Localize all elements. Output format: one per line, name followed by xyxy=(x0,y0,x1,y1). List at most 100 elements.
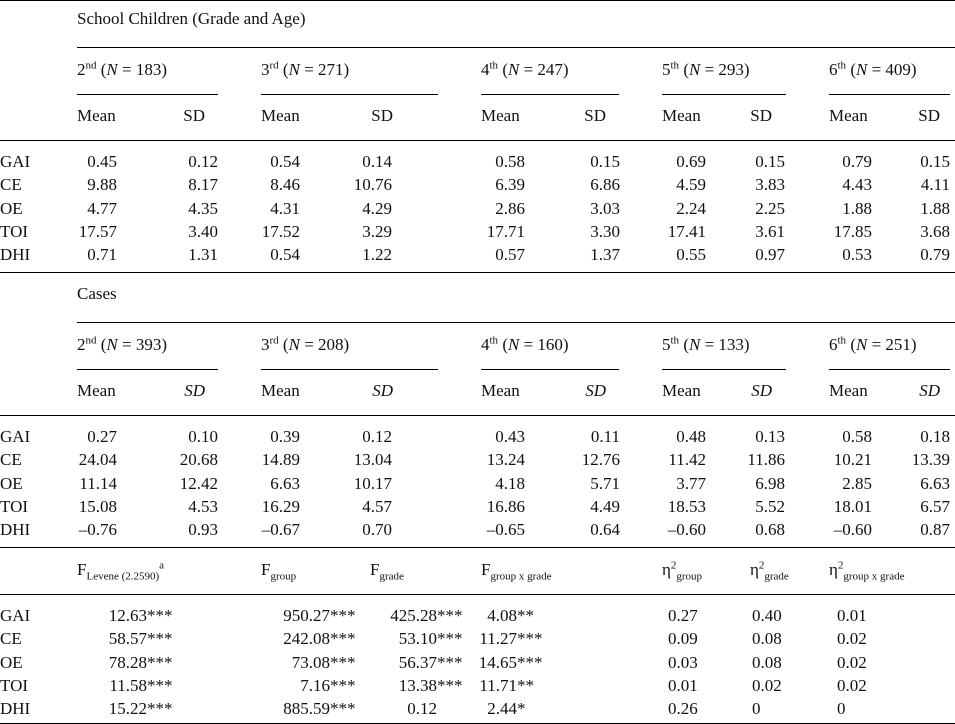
row-label: GAI xyxy=(0,606,31,625)
group-header: 3rd (N = 271) xyxy=(261,60,349,80)
text-part: N xyxy=(688,335,701,354)
text-part: ( xyxy=(846,335,856,354)
cell: 885.59 xyxy=(283,699,330,719)
group-header: 5th (N = 293) xyxy=(662,60,750,80)
cell: 2.85 xyxy=(842,473,872,493)
cell: 0.02 xyxy=(837,675,867,695)
stat-header: Mean xyxy=(829,106,868,126)
cell: 4.35 xyxy=(188,198,218,218)
test-header: η2grade xyxy=(750,559,789,583)
text-part: rd xyxy=(269,59,279,72)
text-part: ( xyxy=(498,60,508,79)
cell: 6.57 xyxy=(920,496,950,516)
cell: 10.17 xyxy=(353,473,392,493)
cell: 0.26 xyxy=(668,699,698,719)
text-part: N xyxy=(855,60,868,79)
cell: 0.15 xyxy=(590,152,620,171)
text-part: group x grade xyxy=(843,570,905,583)
cell: 3.77 xyxy=(676,473,706,493)
cell: 0.87 xyxy=(920,520,950,540)
text-part: = 160) xyxy=(519,335,569,354)
cell: 0.40 xyxy=(752,606,782,625)
stat-header: SD xyxy=(584,106,606,126)
text-part: 6 xyxy=(829,335,838,354)
text-part: Mean xyxy=(77,106,116,125)
cell: 20.68 xyxy=(179,450,218,470)
text-part: SD xyxy=(584,106,606,125)
cell: 17.52 xyxy=(261,221,300,241)
cell: 6.63 xyxy=(270,473,300,493)
cell: 18.01 xyxy=(833,496,872,516)
text-part: grade xyxy=(764,570,789,583)
significance: *** xyxy=(330,606,356,625)
row-label: OE xyxy=(0,473,23,493)
cell: 78.28 xyxy=(108,652,147,672)
cell: 0.01 xyxy=(668,675,698,695)
text-part: rd xyxy=(269,334,279,347)
text-part: N xyxy=(288,335,300,354)
row-label: CE xyxy=(0,629,22,649)
text-part: η xyxy=(662,560,671,579)
cell: –0.65 xyxy=(486,520,525,540)
text-part: ( xyxy=(679,335,689,354)
text-part: = 208) xyxy=(299,335,350,354)
cell: 3.40 xyxy=(188,221,218,241)
cell: 1.88 xyxy=(920,198,950,218)
text-part: ( xyxy=(278,60,289,79)
group-header: 5th (N = 133) xyxy=(662,335,750,355)
cell: 73.08 xyxy=(291,652,330,672)
cell: 6.98 xyxy=(755,473,785,493)
text-part: grade xyxy=(379,570,404,583)
row-label: DHI xyxy=(0,520,31,540)
cell: 18.53 xyxy=(667,496,706,516)
significance: *** xyxy=(517,629,543,649)
test-header: Fgroup x grade xyxy=(481,560,552,583)
group-header: 4th (N = 247) xyxy=(481,60,569,80)
text-part: Mean xyxy=(829,106,868,125)
cell: 12.42 xyxy=(179,473,218,493)
cell: –0.60 xyxy=(833,520,872,540)
text-part: Mean xyxy=(261,381,300,400)
rule xyxy=(0,547,955,548)
cell: 11.27 xyxy=(479,629,517,649)
significance: *** xyxy=(147,675,173,695)
rule xyxy=(0,415,955,416)
text-part: = 409) xyxy=(867,60,917,79)
cell: 3.83 xyxy=(755,175,785,195)
cell: 0.58 xyxy=(495,152,525,171)
text-part: N xyxy=(106,335,118,354)
test-header: Fgrade xyxy=(370,560,404,583)
rule xyxy=(77,94,218,95)
text-part: Mean xyxy=(261,106,300,125)
cell: 0.43 xyxy=(495,427,525,446)
cell: 0.12 xyxy=(407,699,437,719)
text-part: 2 xyxy=(837,559,844,572)
text-part: 2 xyxy=(758,559,765,572)
cell: 3.30 xyxy=(590,221,620,241)
cell: 0.70 xyxy=(362,520,392,540)
text-part: N xyxy=(507,335,520,354)
cell: 4.08 xyxy=(487,606,517,625)
cell: 0.27 xyxy=(87,427,117,446)
cell: 5.71 xyxy=(590,473,620,493)
cell: 0.54 xyxy=(270,245,300,265)
cell: 0.03 xyxy=(668,652,698,672)
text-part: 3 xyxy=(261,60,270,79)
cell: 12.63 xyxy=(108,606,147,625)
rule xyxy=(829,369,950,370)
text-part: 5 xyxy=(662,60,671,79)
text-part: group x grade xyxy=(490,570,552,583)
text-part: Levene (2.2590) xyxy=(86,570,160,583)
stat-header: SD xyxy=(372,381,393,401)
text-part: = 251) xyxy=(867,335,917,354)
rule xyxy=(77,369,218,370)
cell: 950.27 xyxy=(283,606,330,625)
cell: 15.22 xyxy=(108,699,147,719)
text-part: N xyxy=(288,60,300,79)
text-part: 4 xyxy=(481,335,490,354)
text-part: th xyxy=(837,59,847,72)
cell: 11.86 xyxy=(747,450,785,470)
cell: 13.04 xyxy=(353,450,392,470)
row-label: DHI xyxy=(0,699,31,719)
cell: 17.41 xyxy=(667,221,706,241)
